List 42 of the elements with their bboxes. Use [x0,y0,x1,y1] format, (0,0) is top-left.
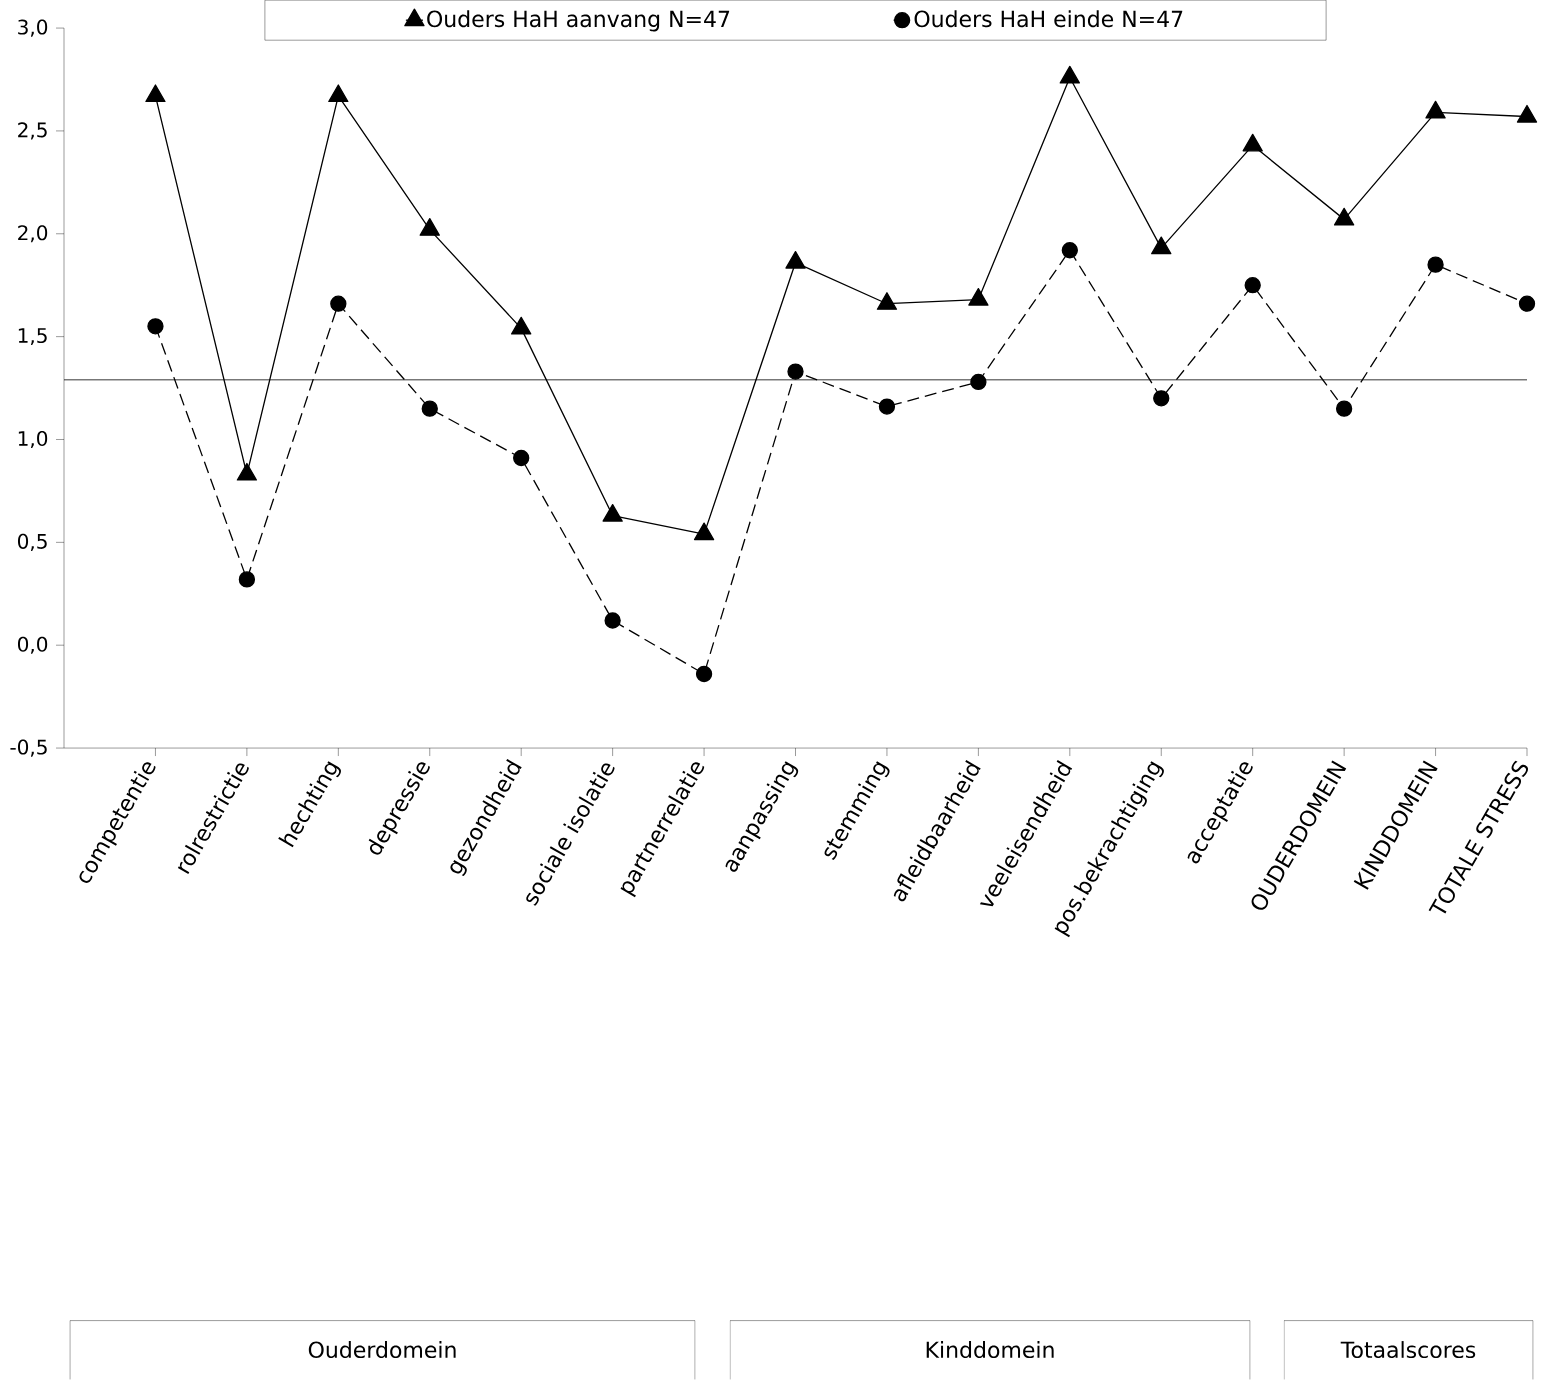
point [1061,242,1078,259]
point [787,363,804,380]
point [330,295,347,312]
point [876,292,898,310]
point [695,665,713,683]
text: Kinddomein [926,1341,1054,1359]
point [145,84,166,103]
point [238,571,256,588]
point [604,612,621,629]
point [878,398,896,415]
point [1242,133,1263,152]
point [1151,236,1172,255]
y-tick-label: 0,5 [17,533,47,552]
point [1425,100,1446,119]
point [1059,65,1080,84]
y-tick-label: 1,5 [18,328,47,346]
text: Totaalscores [1340,1341,1476,1359]
y-tick-label: 2,0 [18,225,48,243]
point [1335,400,1353,417]
point [1153,390,1170,407]
point [1427,256,1444,273]
point [328,84,349,103]
y-tick-label: 1,0 [18,431,48,449]
point [1516,104,1538,123]
y-tick-label: -0,5 [10,739,47,757]
point [511,316,532,335]
y-tick-label: 3,0 [18,19,48,37]
point [1518,295,1536,312]
point [968,288,989,306]
point [785,251,806,269]
point [419,218,440,236]
text: Ouderdomein [308,1341,456,1359]
legend-label: Ouders HaH aanvang N=47 [427,10,730,32]
y-tick-label: 0,0 [17,636,48,654]
point [1244,277,1261,294]
point [513,449,530,467]
point [421,400,438,417]
point [147,318,164,335]
point [1333,207,1355,226]
y-tick-label: 2,5 [18,122,47,140]
legend-label: Ouders HaH einde N=47 [914,10,1183,28]
point [970,373,987,391]
